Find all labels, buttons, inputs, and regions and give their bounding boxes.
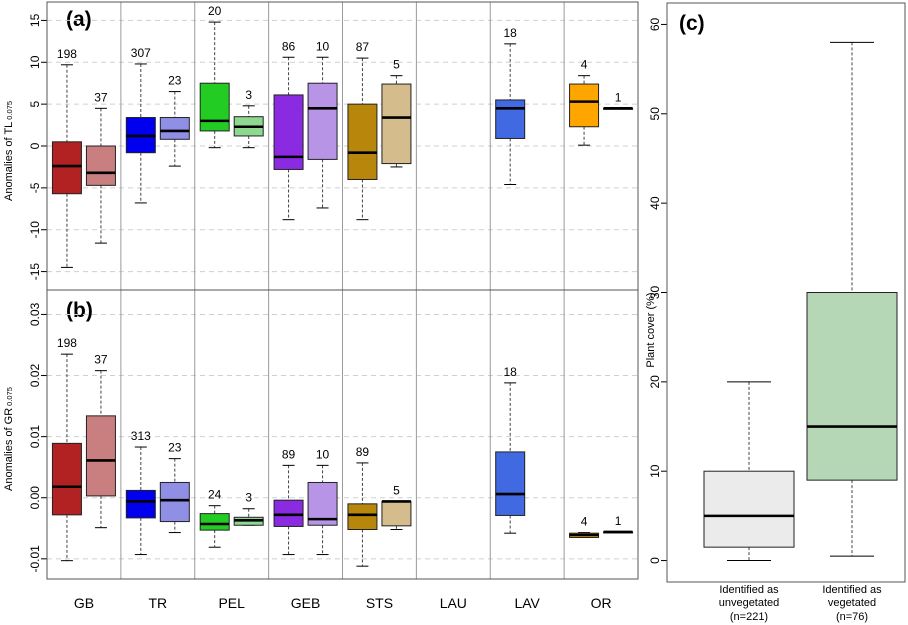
box-pel [199, 513, 230, 531]
y-tick-label: 0.02 [28, 364, 42, 388]
box-gb [85, 145, 116, 186]
panel-a-label: (a) [66, 8, 92, 31]
y-tick-label: 0 [648, 557, 662, 564]
panel-b: (b) Anomalies of GR0.075 0.03 0.02 0.01 0.0… [3, 289, 639, 611]
x-category-label-line2: unvegetated [719, 597, 780, 609]
x-category-label-line2: vegetated [828, 597, 876, 609]
y-tick-label: 10 [28, 55, 42, 69]
box-lav [495, 451, 526, 516]
sample-size-label: 1 [615, 90, 622, 104]
box-unvegetated [703, 470, 795, 548]
sample-size-label: 5 [393, 58, 400, 72]
x-category-label: LAU [440, 595, 467, 611]
y-tick-label: -0.01 [28, 545, 42, 573]
sample-size-label: 5 [393, 483, 400, 497]
sample-size-label: 37 [94, 90, 108, 104]
sample-size-label: 20 [208, 4, 222, 18]
y-tick-label: -15 [28, 263, 42, 281]
sample-size-label: 198 [57, 47, 77, 61]
sample-size-label: 4 [581, 515, 588, 529]
panel-c: (c) Plant cover (%) 0 10 20 30 40 50 60 Identif… [645, 2, 906, 623]
sample-size-label: 18 [504, 26, 518, 40]
sample-size-label: 1 [615, 514, 622, 528]
panel-c-label: (c) [679, 12, 705, 35]
sample-size-label: 4 [581, 58, 588, 72]
x-category-label: STS [366, 595, 393, 611]
x-category-label-line1: Identified as [822, 584, 882, 596]
box-geb [273, 94, 304, 170]
box-geb [307, 82, 338, 160]
box-sts [381, 500, 412, 527]
x-category-label: GEB [291, 595, 321, 611]
y-tick-label: 0.03 [28, 302, 42, 326]
sample-size-label: 313 [131, 429, 151, 443]
y-tick-label: 0.01 [28, 425, 42, 449]
x-category-label-line1: Identified as [719, 584, 779, 596]
y-tick-label: 5 [28, 100, 42, 107]
y-tick-label: -5 [28, 182, 42, 193]
panel-c-ylabel: Plant cover (%) [645, 292, 657, 367]
box-sts [347, 103, 378, 180]
box-lav [495, 99, 526, 139]
y-tick-label: 0.00 [28, 486, 42, 510]
x-category-label: PEL [218, 595, 245, 611]
x-category-label-line3: (n=221) [730, 611, 768, 623]
box-sts [347, 503, 378, 531]
box-gb [51, 141, 82, 195]
sample-size-label: 23 [168, 441, 182, 455]
plot-frame [46, 289, 639, 580]
panel-b-label: (b) [66, 299, 93, 322]
sample-size-label: 86 [282, 39, 296, 53]
sample-size-label: 3 [245, 491, 252, 505]
panel-a-ylabel: Anomalies of TL0.075 [3, 101, 15, 201]
box-or [569, 83, 600, 128]
box-tr [125, 489, 156, 519]
y-tick-label: 0 [28, 142, 42, 149]
x-category-label: GB [74, 595, 94, 611]
y-tick-label: 30 [648, 286, 662, 300]
box-tr [159, 117, 190, 140]
y-tick-label: 20 [648, 375, 662, 389]
sample-size-label: 87 [356, 40, 370, 54]
y-tick-label: 60 [648, 17, 662, 31]
x-category-label-line3: (n=76) [836, 611, 868, 623]
box-gb [85, 415, 116, 497]
sample-size-label: 3 [245, 88, 252, 102]
sample-size-label: 37 [94, 353, 108, 367]
x-category-label: TR [148, 595, 167, 611]
sample-size-label: 89 [282, 447, 296, 461]
sample-size-label: 89 [356, 445, 370, 459]
box-vegetated [806, 292, 898, 481]
y-tick-label: 40 [648, 196, 662, 210]
sample-size-label: 18 [504, 365, 518, 379]
box-pel [199, 82, 230, 132]
sample-size-label: 307 [131, 46, 151, 60]
y-tick-label: 10 [648, 464, 662, 478]
y-tick-label: 15 [28, 13, 42, 27]
plot-frame [666, 2, 906, 583]
y-tick-label: -10 [28, 221, 42, 239]
sample-size-label: 10 [316, 447, 330, 461]
box-tr [159, 481, 190, 523]
panel-a: (a) Anomalies of TL0.075 151050-5-10-151… [3, 1, 639, 291]
x-category-label: LAV [514, 595, 540, 611]
sample-size-label: 23 [168, 74, 182, 88]
x-category-label: OR [591, 595, 612, 611]
sample-size-label: 198 [57, 336, 77, 350]
sample-size-label: 24 [208, 488, 222, 502]
box-gb [51, 442, 82, 516]
panel-b-ylabel: Anomalies of GR0.075 [3, 387, 15, 491]
sample-size-label: 10 [316, 39, 330, 53]
box-geb [273, 499, 304, 527]
box-sts [381, 83, 412, 165]
y-tick-label: 50 [648, 107, 662, 121]
